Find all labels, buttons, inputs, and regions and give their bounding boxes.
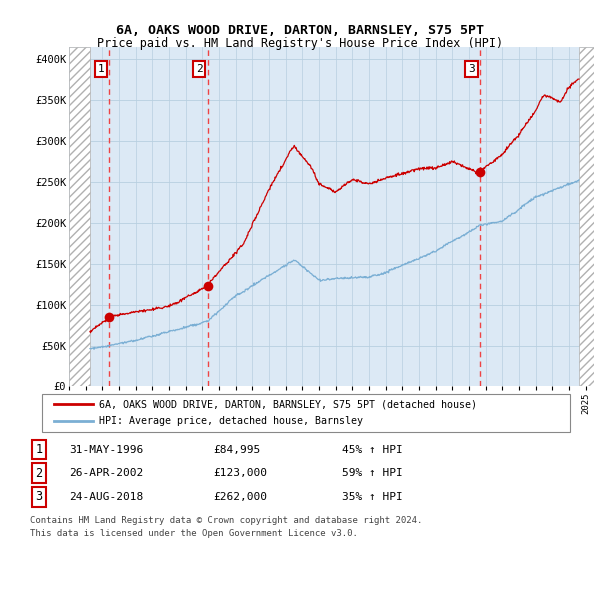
Text: 1: 1: [35, 443, 43, 456]
Text: 26-APR-2002: 26-APR-2002: [69, 468, 143, 478]
Text: 6A, OAKS WOOD DRIVE, DARTON, BARNSLEY, S75 5PT (detached house): 6A, OAKS WOOD DRIVE, DARTON, BARNSLEY, S…: [99, 399, 477, 409]
Text: 31-MAY-1996: 31-MAY-1996: [69, 445, 143, 454]
Text: 59% ↑ HPI: 59% ↑ HPI: [342, 468, 403, 478]
Text: 3: 3: [468, 64, 475, 74]
Bar: [69, 47, 90, 386]
Text: £84,995: £84,995: [213, 445, 260, 454]
Text: 45% ↑ HPI: 45% ↑ HPI: [342, 445, 403, 454]
Text: 24-AUG-2018: 24-AUG-2018: [69, 492, 143, 502]
Text: £123,000: £123,000: [213, 468, 267, 478]
Text: This data is licensed under the Open Government Licence v3.0.: This data is licensed under the Open Gov…: [30, 529, 358, 537]
Text: £262,000: £262,000: [213, 492, 267, 502]
Text: HPI: Average price, detached house, Barnsley: HPI: Average price, detached house, Barn…: [99, 416, 363, 426]
Text: 1: 1: [98, 64, 104, 74]
Text: 6A, OAKS WOOD DRIVE, DARTON, BARNSLEY, S75 5PT: 6A, OAKS WOOD DRIVE, DARTON, BARNSLEY, S…: [116, 24, 484, 37]
Text: 2: 2: [196, 64, 203, 74]
Text: 3: 3: [35, 490, 43, 503]
Text: Contains HM Land Registry data © Crown copyright and database right 2024.: Contains HM Land Registry data © Crown c…: [30, 516, 422, 525]
Text: 2: 2: [35, 467, 43, 480]
Bar: [579, 47, 594, 386]
Text: Price paid vs. HM Land Registry's House Price Index (HPI): Price paid vs. HM Land Registry's House …: [97, 37, 503, 50]
Text: 35% ↑ HPI: 35% ↑ HPI: [342, 492, 403, 502]
